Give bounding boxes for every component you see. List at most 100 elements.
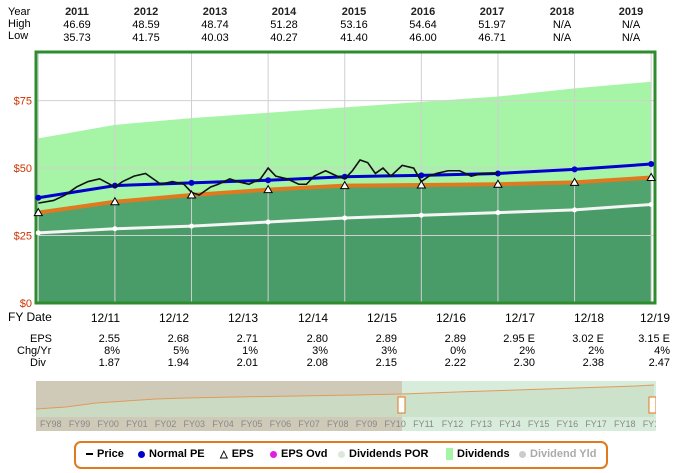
range-navigator[interactable]: FY98 FY99 FY00 FY01 FY02 FY03 FY04 FY05 FY06 FY07… <box>36 381 656 431</box>
dividend-point <box>572 207 578 213</box>
navigator-label: FY12 <box>442 419 464 429</box>
header-year: 2016 <box>410 6 436 18</box>
legend-div-por[interactable]: Dividends POR <box>338 448 428 460</box>
fy-date: 12/14 <box>297 311 328 325</box>
header-column: 2016 54.64 46.00 <box>393 6 453 45</box>
year-row-label: Year <box>8 6 31 18</box>
y-tick-label: $75 <box>14 96 32 108</box>
header-low: 41.40 <box>340 32 368 44</box>
chg-value: 4% <box>654 345 670 357</box>
price-line <box>38 159 498 204</box>
header-low: 46.71 <box>478 32 506 44</box>
legend-eps-ovd-label: EPS Ovd <box>281 448 328 460</box>
div-value: 2.01 <box>236 357 258 369</box>
header-year: 2015 <box>341 6 367 18</box>
legend-dividends[interactable]: Dividends <box>446 448 510 460</box>
header-column: 2015 53.16 41.40 <box>324 6 384 45</box>
header-column: 2013 48.74 40.03 <box>185 6 245 45</box>
eps-marker <box>493 179 503 188</box>
eps-marker <box>339 180 350 190</box>
legend-dividends-label: Dividends <box>457 448 510 460</box>
header-year: 2018 <box>549 6 575 18</box>
dividend-point <box>648 201 654 207</box>
navigator-label: FY05 <box>241 419 263 429</box>
eps-value: 3.15 E <box>638 333 670 345</box>
navigator-label: FY15 <box>528 419 550 429</box>
legend-eps-ovd[interactable]: EPS Ovd <box>270 448 327 460</box>
y-tick-label: $50 <box>14 163 32 175</box>
price-chart: $0 $25 $50 $75 <box>14 50 657 310</box>
header-high: N/A <box>621 19 641 31</box>
chg-value: 3% <box>381 345 397 357</box>
header-year: 2014 <box>271 6 297 18</box>
eps-value: 2.80 <box>306 333 328 345</box>
navigator-label: FY03 <box>184 419 206 429</box>
header-high: 46.69 <box>63 19 91 31</box>
legend-normal-pe[interactable]: Normal PE <box>138 448 205 460</box>
navigator-label: FY18 <box>614 419 636 429</box>
fy-date: 12/16 <box>435 311 466 325</box>
dividend-point <box>189 223 195 229</box>
legend-div-yld-label: Dividend Yld <box>530 448 597 460</box>
header-high: 51.28 <box>270 19 298 31</box>
navigator-label: FY17 <box>585 419 607 429</box>
div-por-legend-icon <box>338 450 345 458</box>
header-low: 46.00 <box>409 32 437 44</box>
navigator-right-handle <box>648 396 656 414</box>
fy-date: 12/19 <box>639 311 670 325</box>
navigator-left-handle <box>397 396 406 414</box>
div-value: 1.87 <box>98 357 120 369</box>
header-low: 35.73 <box>63 32 91 44</box>
eps-value: 2.89 <box>375 333 397 345</box>
header-column: 2019 N/A N/A <box>601 6 661 45</box>
navigator-line <box>36 384 655 410</box>
navigator-label: FY13 <box>471 419 493 429</box>
div-value: 2.38 <box>582 357 604 369</box>
normal-pe-point <box>648 161 655 168</box>
fy-date: 12/11 <box>90 311 120 325</box>
header-year: 2017 <box>479 6 505 18</box>
div-value: 1.94 <box>167 357 189 369</box>
header-low: N/A <box>621 32 641 44</box>
div-value: 2.08 <box>306 357 328 369</box>
header-high: 48.59 <box>132 19 160 31</box>
chg-value: 1% <box>242 345 258 357</box>
legend-normal-pe-label: Normal PE <box>149 448 205 460</box>
navigator-label: FY08 <box>327 419 349 429</box>
navigator-label: FY10 <box>384 419 406 429</box>
navigator-area <box>36 385 654 417</box>
dividend-point <box>35 230 41 236</box>
div-value: 2.47 <box>648 357 670 369</box>
header-column: 2018 N/A N/A <box>532 6 592 45</box>
legend-price[interactable]: Price <box>86 448 124 460</box>
navigator-label: FY07 <box>298 419 320 429</box>
high-row-label: High <box>8 18 31 30</box>
fy-date: 12/17 <box>504 311 535 325</box>
header-high: 53.16 <box>340 19 368 31</box>
low-row-label: Low <box>8 30 29 42</box>
legend-div-yld[interactable]: Dividend Yld <box>519 448 596 460</box>
legend-price-label: Price <box>97 448 124 460</box>
eps-marker <box>416 180 427 189</box>
header-year: 2013 <box>202 6 228 18</box>
header-year: 2019 <box>618 6 644 18</box>
eps-label: EPS <box>30 333 53 345</box>
chg-value: 2% <box>519 345 535 357</box>
legend-eps[interactable]: △ EPS <box>220 448 254 460</box>
header-year: 2012 <box>133 6 159 18</box>
normal-pe-legend-icon <box>138 450 145 458</box>
normal-pe-point <box>111 182 118 189</box>
chg-value: 2% <box>588 345 604 357</box>
legend: Price Normal PE △ EPS EPS Ovd Dividends … <box>74 441 608 469</box>
div-value: 2.30 <box>513 357 535 369</box>
normal-pe-point <box>35 194 42 201</box>
fy-date-label: FY Date <box>8 310 52 324</box>
header-column: 2012 48.59 41.75 <box>116 6 176 45</box>
eps-value: 2.89 <box>444 333 466 345</box>
eps-marker <box>646 172 657 181</box>
header-low: 40.03 <box>201 32 229 44</box>
navigator-label: FY16 <box>557 419 579 429</box>
eps-legend-icon: △ <box>220 448 228 460</box>
header-high: 51.97 <box>478 19 506 31</box>
div-label: Div <box>30 357 46 369</box>
